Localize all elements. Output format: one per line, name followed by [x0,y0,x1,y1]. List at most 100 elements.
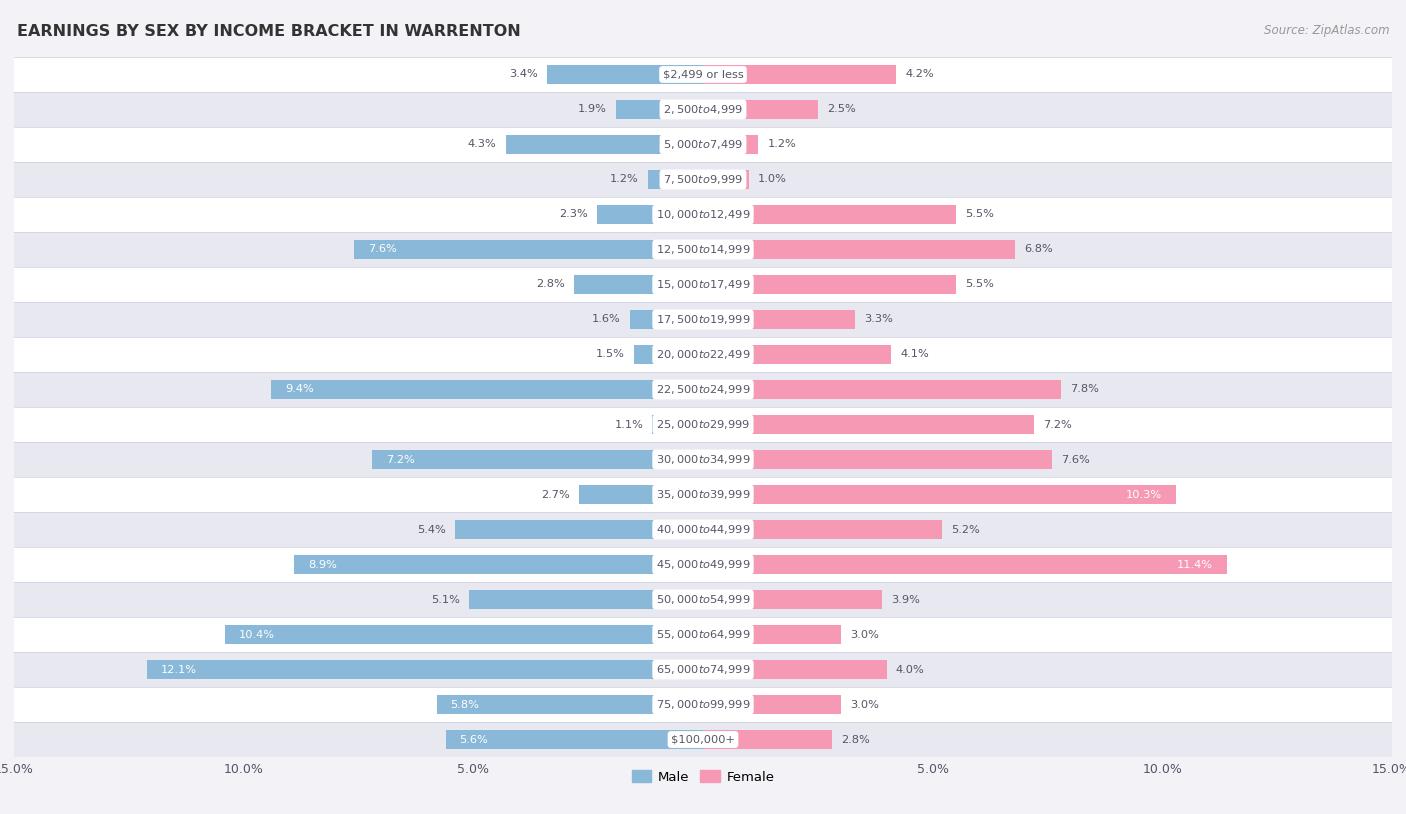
Bar [579,485,703,504]
Bar [703,380,1062,399]
Text: 5.2%: 5.2% [950,524,980,535]
Bar [14,197,1392,232]
Text: $25,000 to $29,999: $25,000 to $29,999 [655,418,751,431]
Text: $100,000+: $100,000+ [671,734,735,745]
Bar [703,590,882,609]
Bar [354,240,703,259]
Text: $17,500 to $19,999: $17,500 to $19,999 [655,313,751,326]
Bar [14,162,1392,197]
Text: 5.8%: 5.8% [450,699,479,710]
Text: 5.4%: 5.4% [418,524,446,535]
Bar [294,555,703,574]
Bar [456,520,703,539]
Bar [703,135,758,154]
Legend: Male, Female: Male, Female [626,765,780,789]
Text: $10,000 to $12,499: $10,000 to $12,499 [655,208,751,221]
Text: $20,000 to $22,499: $20,000 to $22,499 [655,348,751,361]
Text: 1.5%: 1.5% [596,349,624,360]
Bar [703,625,841,644]
Bar [703,275,956,294]
Text: 2.5%: 2.5% [827,104,856,115]
Text: $22,500 to $24,999: $22,500 to $24,999 [655,383,751,396]
Bar [575,275,703,294]
Bar [630,310,703,329]
Text: $35,000 to $39,999: $35,000 to $39,999 [655,488,751,501]
Text: 10.3%: 10.3% [1126,489,1163,500]
Bar [14,512,1392,547]
Bar [14,547,1392,582]
Text: $65,000 to $74,999: $65,000 to $74,999 [655,663,751,676]
Bar [703,415,1033,434]
Text: 4.1%: 4.1% [900,349,929,360]
Text: 3.9%: 3.9% [891,594,920,605]
Text: 7.2%: 7.2% [387,454,415,465]
Bar [703,730,831,749]
Bar [703,205,956,224]
Text: 1.6%: 1.6% [592,314,620,325]
Text: 3.4%: 3.4% [509,69,537,80]
Text: 1.1%: 1.1% [614,419,644,430]
Text: 1.0%: 1.0% [758,174,787,185]
Bar [703,170,749,189]
Text: 4.0%: 4.0% [896,664,925,675]
Text: 7.6%: 7.6% [1062,454,1090,465]
Bar [14,407,1392,442]
Text: $40,000 to $44,999: $40,000 to $44,999 [655,523,751,536]
Text: 7.2%: 7.2% [1043,419,1071,430]
Bar [703,310,855,329]
Text: $5,000 to $7,499: $5,000 to $7,499 [664,138,742,151]
Text: 3.0%: 3.0% [851,699,879,710]
Text: 5.5%: 5.5% [965,209,994,220]
Bar [616,100,703,119]
Text: 1.9%: 1.9% [578,104,606,115]
Text: 3.0%: 3.0% [851,629,879,640]
Text: $12,500 to $14,999: $12,500 to $14,999 [655,243,751,256]
Text: 6.8%: 6.8% [1025,244,1053,255]
Bar [703,345,891,364]
Bar [14,337,1392,372]
Bar [14,617,1392,652]
Bar [703,100,818,119]
Text: 7.8%: 7.8% [1070,384,1099,395]
Text: 1.2%: 1.2% [610,174,638,185]
Bar [14,687,1392,722]
Bar [703,695,841,714]
Bar [648,170,703,189]
Bar [14,232,1392,267]
Bar [14,582,1392,617]
Text: $15,000 to $17,499: $15,000 to $17,499 [655,278,751,291]
Text: 10.4%: 10.4% [239,629,276,640]
Text: 12.1%: 12.1% [162,664,197,675]
Text: Source: ZipAtlas.com: Source: ZipAtlas.com [1264,24,1389,37]
Bar [468,590,703,609]
Bar [373,450,703,469]
Text: 1.2%: 1.2% [768,139,796,150]
Bar [14,372,1392,407]
Bar [14,442,1392,477]
Text: 2.8%: 2.8% [537,279,565,290]
Bar [652,415,703,434]
Text: 5.5%: 5.5% [965,279,994,290]
Bar [547,65,703,84]
Text: 2.3%: 2.3% [560,209,588,220]
Text: 2.7%: 2.7% [541,489,569,500]
Bar [446,730,703,749]
Text: $2,499 or less: $2,499 or less [662,69,744,80]
Bar [14,127,1392,162]
Text: 3.3%: 3.3% [863,314,893,325]
Bar [271,380,703,399]
Bar [598,205,703,224]
Text: $75,000 to $99,999: $75,000 to $99,999 [655,698,751,711]
Text: 9.4%: 9.4% [285,384,314,395]
Text: 5.1%: 5.1% [430,594,460,605]
Text: $50,000 to $54,999: $50,000 to $54,999 [655,593,751,606]
Bar [703,450,1052,469]
Bar [703,485,1175,504]
Text: $45,000 to $49,999: $45,000 to $49,999 [655,558,751,571]
Bar [14,722,1392,757]
Bar [14,302,1392,337]
Bar [14,652,1392,687]
Text: 2.8%: 2.8% [841,734,869,745]
Bar [225,625,703,644]
Bar [14,92,1392,127]
